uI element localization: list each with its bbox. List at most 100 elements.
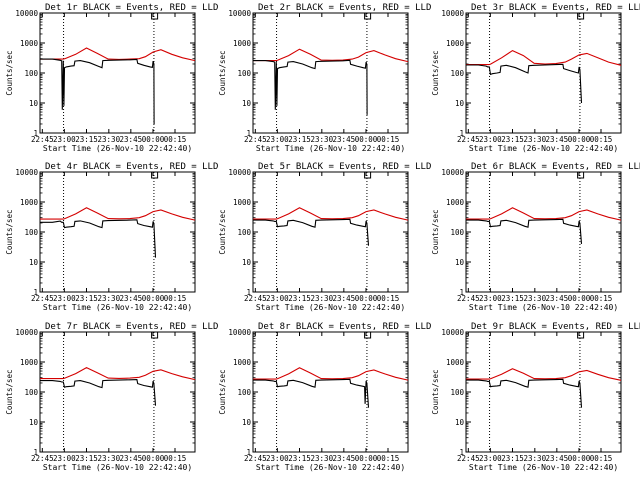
- interval-bracket-mark: [577, 172, 585, 179]
- x-tick-label: 23:15: [288, 135, 311, 144]
- y-tick-label: 1000: [446, 39, 465, 48]
- x-tick-label: 00:15: [377, 294, 400, 303]
- y-tick-label: 1000: [20, 358, 39, 367]
- y-axis-label: Counts/sec: [431, 209, 440, 254]
- x-axis-label: Start Time (26-Nov-10 22:42:40): [469, 463, 618, 472]
- events-rate-line: [40, 58, 155, 125]
- y-tick-label: 100: [24, 69, 38, 78]
- x-tick-label: 23:00: [479, 135, 502, 144]
- y-tick-label: 100: [450, 388, 464, 397]
- x-tick-label: 23:45: [333, 135, 356, 144]
- chart-title: Det 7r BLACK = Events, RED = LLD: [45, 322, 218, 332]
- y-tick-label: 100: [450, 69, 464, 78]
- x-tick-label: 23:45: [546, 135, 569, 144]
- x-tick-label: 23:45: [120, 135, 143, 144]
- x-tick-label: 23:30: [524, 135, 547, 144]
- y-tick-label: 1: [246, 448, 251, 457]
- y-tick-label: 10000: [228, 168, 251, 177]
- y-axis-label: Counts/sec: [5, 369, 14, 414]
- interval-bracket-mark: [151, 13, 159, 20]
- y-tick-label: 100: [24, 228, 38, 237]
- interval-bracket-mark: [364, 13, 372, 20]
- y-tick-label: 10: [29, 99, 39, 108]
- lld-rate-line: [40, 47, 196, 62]
- y-tick-label: 10: [455, 99, 465, 108]
- x-axis-label: Start Time (26-Nov-10 22:42:40): [256, 463, 405, 472]
- chart-title: Det 4r BLACK = Events, RED = LLD: [45, 162, 218, 172]
- x-tick-label: 23:30: [311, 454, 334, 463]
- y-tick-label: 1: [459, 448, 464, 457]
- y-tick-label: 10000: [441, 328, 464, 337]
- x-tick-label: 00:15: [590, 135, 613, 144]
- interval-bracket-mark: [577, 13, 585, 20]
- x-tick-label: 23:30: [98, 135, 121, 144]
- interval-bracket-mark: [364, 172, 372, 179]
- x-axis-label: Start Time (26-Nov-10 22:42:40): [43, 303, 192, 312]
- y-axis-label: Counts/sec: [5, 50, 14, 95]
- x-tick-label: 00:15: [590, 454, 613, 463]
- y-tick-label: 10000: [228, 9, 251, 18]
- lld-rate-line: [40, 207, 196, 221]
- interval-bracket-mark: [151, 332, 159, 339]
- y-tick-label: 10000: [441, 9, 464, 18]
- lld-rate-line: [466, 207, 622, 221]
- x-tick-label: 23:30: [524, 454, 547, 463]
- x-tick-label: 23:00: [53, 454, 76, 463]
- lld-rate-line: [253, 48, 409, 63]
- y-tick-label: 100: [24, 388, 38, 397]
- x-axis-label: Start Time (26-Nov-10 22:42:40): [469, 144, 618, 153]
- interval-bracket-mark: [364, 332, 372, 339]
- x-tick-label: 23:15: [501, 294, 524, 303]
- x-tick-label: 23:45: [120, 454, 143, 463]
- y-tick-label: 1: [33, 129, 38, 138]
- x-tick-label: 22:45: [31, 135, 54, 144]
- x-tick-label: 22:45: [457, 294, 480, 303]
- x-tick-label: 00:00: [568, 135, 591, 144]
- events-rate-line: [253, 59, 368, 115]
- y-tick-label: 100: [450, 228, 464, 237]
- y-tick-label: 1: [33, 288, 38, 297]
- x-tick-label: 00:15: [164, 135, 187, 144]
- chart-title: Det 6r BLACK = Events, RED = LLD: [471, 162, 640, 172]
- y-tick-label: 1: [246, 129, 251, 138]
- y-tick-label: 10: [455, 258, 465, 267]
- x-tick-label: 00:00: [568, 294, 591, 303]
- events-rate-line: [466, 63, 583, 104]
- x-tick-label: 22:45: [457, 454, 480, 463]
- lld-rate-line: [466, 49, 622, 66]
- y-tick-label: 10: [29, 418, 39, 427]
- y-tick-label: 10: [455, 418, 465, 427]
- x-tick-label: 23:15: [75, 454, 98, 463]
- y-tick-label: 10000: [228, 328, 251, 337]
- interval-bracket-mark: [151, 172, 159, 179]
- y-tick-label: 10: [242, 258, 252, 267]
- x-tick-label: 23:45: [333, 294, 356, 303]
- y-tick-label: 1000: [20, 198, 39, 207]
- x-tick-label: 00:00: [142, 454, 165, 463]
- events-rate-line: [466, 378, 583, 408]
- y-tick-label: 10: [29, 258, 39, 267]
- x-tick-label: 22:45: [31, 294, 54, 303]
- chart-title: Det 9r BLACK = Events, RED = LLD: [471, 322, 640, 332]
- events-rate-line: [253, 218, 370, 246]
- y-tick-label: 1: [459, 129, 464, 138]
- y-tick-label: 100: [237, 69, 251, 78]
- x-axis-label: Start Time (26-Nov-10 22:42:40): [469, 303, 618, 312]
- y-axis-label: Counts/sec: [5, 209, 14, 254]
- x-tick-label: 23:15: [288, 294, 311, 303]
- x-tick-label: 23:00: [53, 135, 76, 144]
- x-tick-label: 00:15: [377, 135, 400, 144]
- x-tick-label: 00:15: [164, 454, 187, 463]
- chart-title: Det 5r BLACK = Events, RED = LLD: [258, 162, 431, 172]
- x-tick-label: 22:45: [457, 135, 480, 144]
- x-tick-label: 00:15: [377, 454, 400, 463]
- x-tick-label: 23:00: [53, 294, 76, 303]
- x-tick-label: 23:30: [311, 294, 334, 303]
- x-tick-label: 00:00: [355, 454, 378, 463]
- x-tick-label: 00:00: [568, 454, 591, 463]
- lld-rate-line: [40, 366, 196, 381]
- events-rate-line: [40, 219, 157, 258]
- y-tick-label: 10: [242, 99, 252, 108]
- x-axis-label: Start Time (26-Nov-10 22:42:40): [43, 463, 192, 472]
